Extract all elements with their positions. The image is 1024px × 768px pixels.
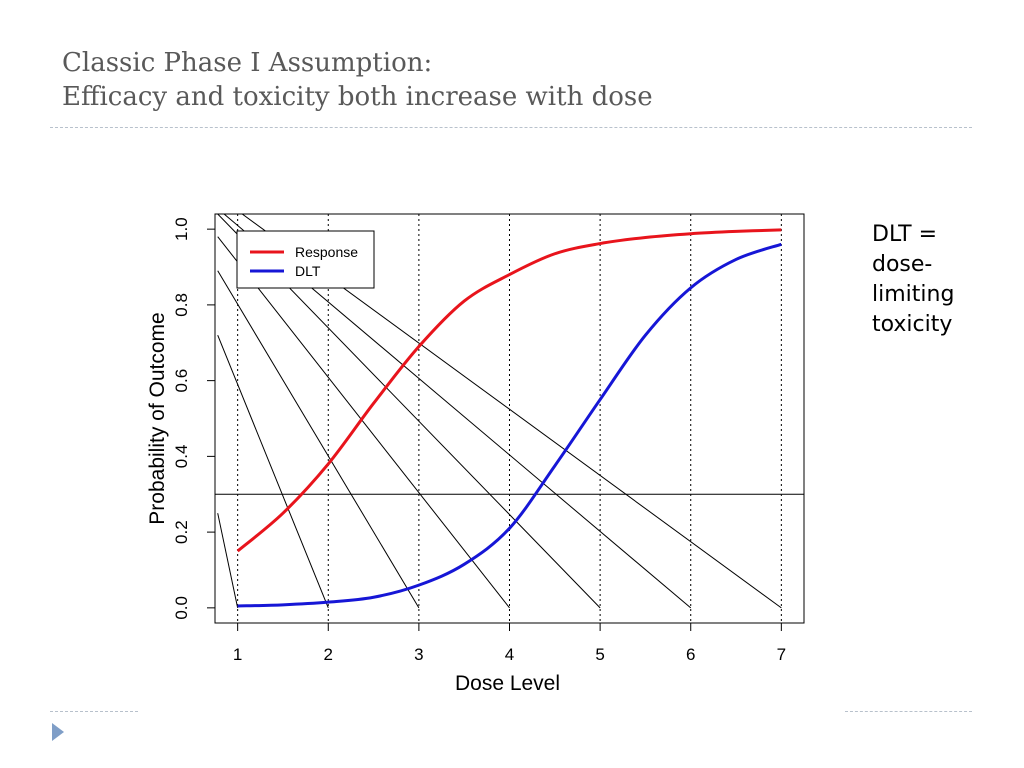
series-line-dlt: [237, 242, 782, 608]
x-tick-label-3: 3: [414, 645, 423, 664]
note-line-1: DLT =: [872, 222, 938, 247]
title-divider: [50, 127, 972, 128]
x-tick-label-4: 4: [505, 645, 514, 664]
y-tick-label-0.6: 0.6: [172, 369, 191, 393]
diagonal-reference-line-1: [217, 513, 239, 608]
y-tick-label-0.8: 0.8: [172, 293, 191, 317]
y-tick-label-0.4: 0.4: [172, 445, 191, 469]
footer-divider-right: [845, 711, 972, 712]
legend-label-response: Response: [295, 244, 358, 260]
x-axis-label: Dose Level: [455, 672, 560, 695]
note-line-2: dose-: [872, 252, 933, 277]
series-line-response: [236, 228, 782, 553]
footer-divider-left: [50, 711, 138, 712]
note-line-4: toxicity: [872, 312, 953, 337]
x-tick-label-2: 2: [324, 645, 333, 664]
x-tick-label-6: 6: [686, 645, 695, 664]
x-tick-label-1: 1: [233, 645, 242, 664]
y-tick-label-0.0: 0.0: [172, 596, 191, 620]
legend-label-dlt: DLT: [295, 263, 321, 279]
x-tick-label-7: 7: [777, 645, 786, 664]
legend-box: [236, 230, 375, 289]
diagonal-reference-line-3: [217, 270, 420, 609]
y-tick-label-1.0: 1.0: [172, 217, 191, 241]
slide-title-line-1: Classic Phase I Assumption:: [62, 48, 433, 78]
diagonal-reference-line-4: [217, 236, 510, 609]
y-tick-label-0.2: 0.2: [172, 520, 191, 544]
triangle-right-icon: [52, 723, 64, 741]
diagonal-reference-line-2: [217, 334, 329, 609]
y-axis-label: Probability of Outcome: [146, 312, 169, 524]
x-tick-label-5: 5: [595, 645, 604, 664]
slide-title: Classic Phase I Assumption: Efficacy and…: [62, 46, 653, 114]
slide-title-line-2: Efficacy and toxicity both increase with…: [62, 82, 653, 112]
dlt-definition-note: DLT = dose- limiting toxicity: [872, 220, 1002, 340]
note-line-3: limiting: [872, 282, 955, 307]
plot-layer: 1 2 3 4 5 6 7 0.0 0.2 0.4 0.6 0.8 1.0 Dose Level Proba…: [146, 213, 805, 695]
